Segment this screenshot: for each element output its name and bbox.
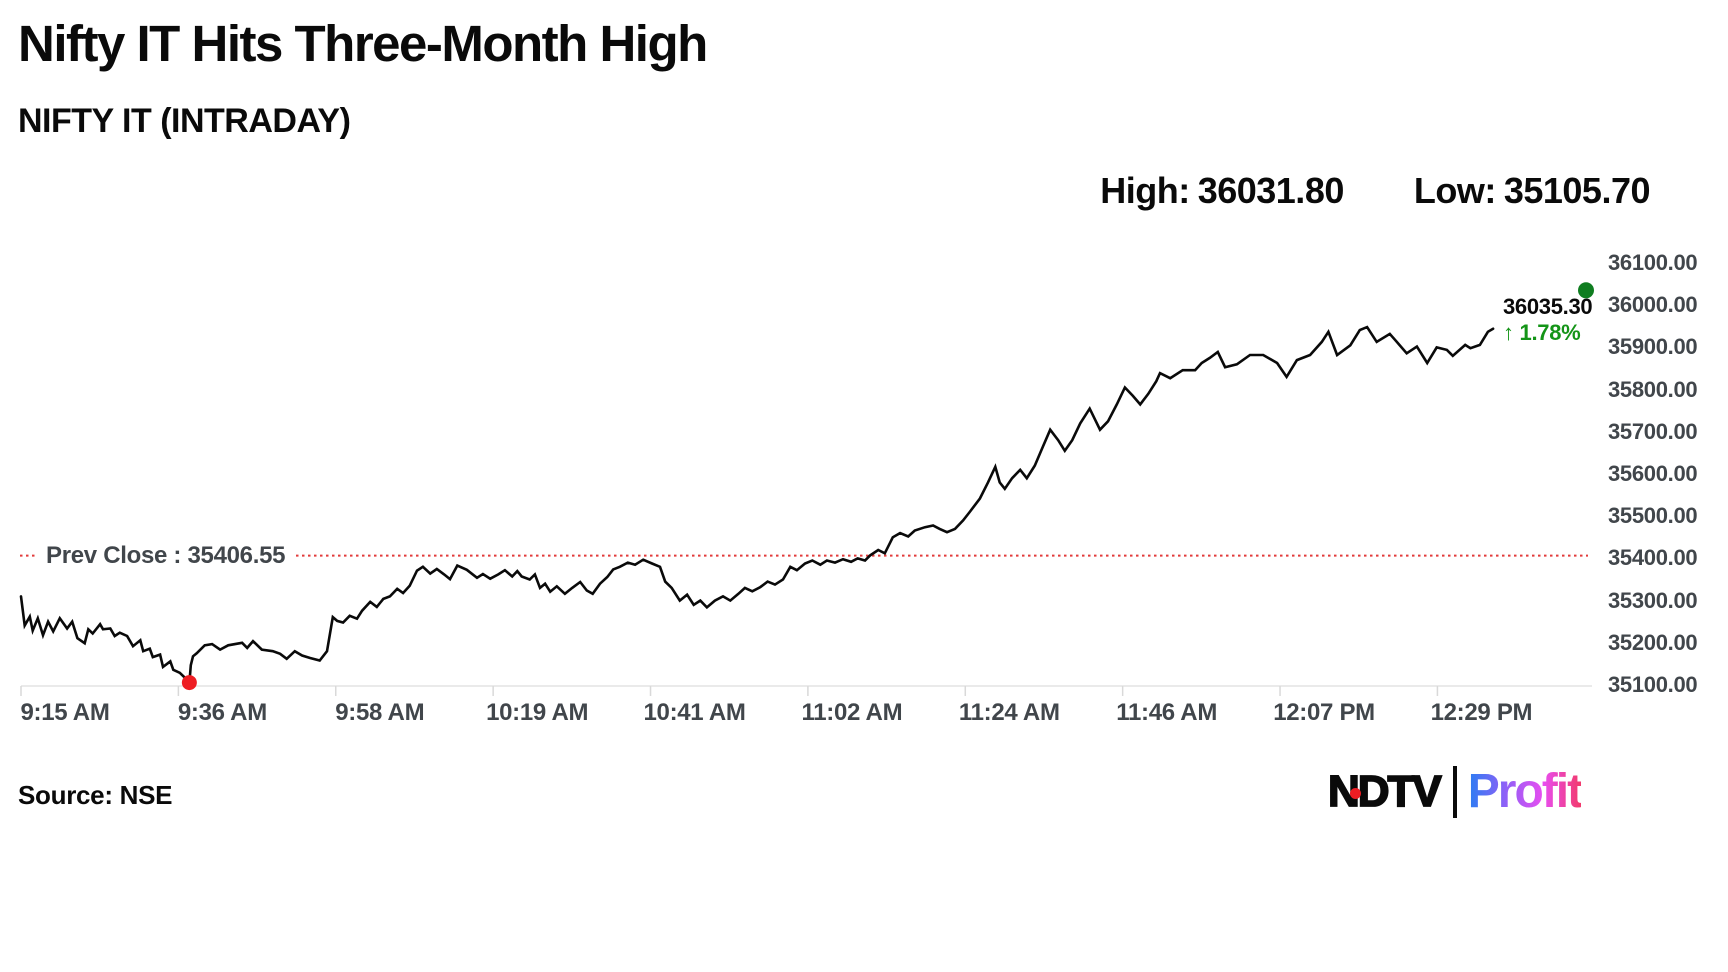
x-axis-label: 9:58 AM [335,699,425,726]
y-axis-label: 36100.00 [1608,250,1698,275]
y-axis-label: 35800.00 [1608,376,1698,402]
y-axis-label: 35300.00 [1608,587,1698,613]
profit-wordmark: Profit [1467,765,1583,818]
ndtv-red-dot-icon [1350,788,1361,799]
x-axis-label: 10:19 AM [486,699,589,726]
high-label: High: [1100,170,1190,211]
x-axis-label: 12:07 PM [1273,699,1375,726]
source-credit: Source: NSE [18,780,173,810]
ndtv-wordmark: N DTV [1327,764,1443,820]
low-marker-dot [181,675,197,691]
page-title: Nifty IT Hits Three-Month High [18,15,708,72]
y-axis-label: 36000.00 [1608,292,1698,318]
x-axis-label: 11:24 AM [958,699,1060,726]
prev-close-label: Prev Close : 35406.55 [36,539,296,573]
y-axis-label: 35700.00 [1608,418,1698,444]
price-line [19,325,1495,686]
high-low-stats: High: 36031.80 Low: 35105.70 [1100,170,1658,212]
x-axis-label: 9:36 AM [177,699,267,726]
high-value: 36031.80 [1197,170,1345,211]
last-price-value: 36035.30 [1503,294,1593,319]
last-price-dot [1578,282,1594,299]
y-axis-label: 35900.00 [1608,334,1698,360]
x-axis-ticks [20,686,1439,696]
y-axis-label: 35100.00 [1608,672,1698,697]
x-axis-label: 11:46 AM [1116,699,1218,726]
day-low: Low: 35105.70 [1414,170,1658,212]
x-axis-label: 12:29 PM [1430,699,1533,726]
y-axis-label: 35600.00 [1608,461,1698,486]
ndtv-letters-dtv: DTV [1357,766,1443,817]
low-label: Low: [1413,170,1496,211]
price-change-percent: ↑ 1.78% [1503,320,1581,345]
low-value: 35105.70 [1503,170,1651,211]
ndtv-profit-logo: N DTV Profit [1327,764,1583,820]
logo-divider-bar [1452,766,1457,818]
chart-subtitle: NIFTY IT (INTRADAY) [18,102,351,140]
x-axis-label: 11:02 AM [801,699,903,726]
x-axis-label: 10:41 AM [643,699,746,726]
y-axis-label: 35200.00 [1608,629,1698,655]
last-traded-block: 36035.30 ↑ 1.78% [1503,294,1593,346]
day-high: High: 36031.80 [1100,170,1352,212]
x-axis-label: 9:15 AM [20,699,110,726]
y-axis-label: 35400.00 [1608,545,1698,571]
y-axis-label: 35500.00 [1608,503,1698,529]
